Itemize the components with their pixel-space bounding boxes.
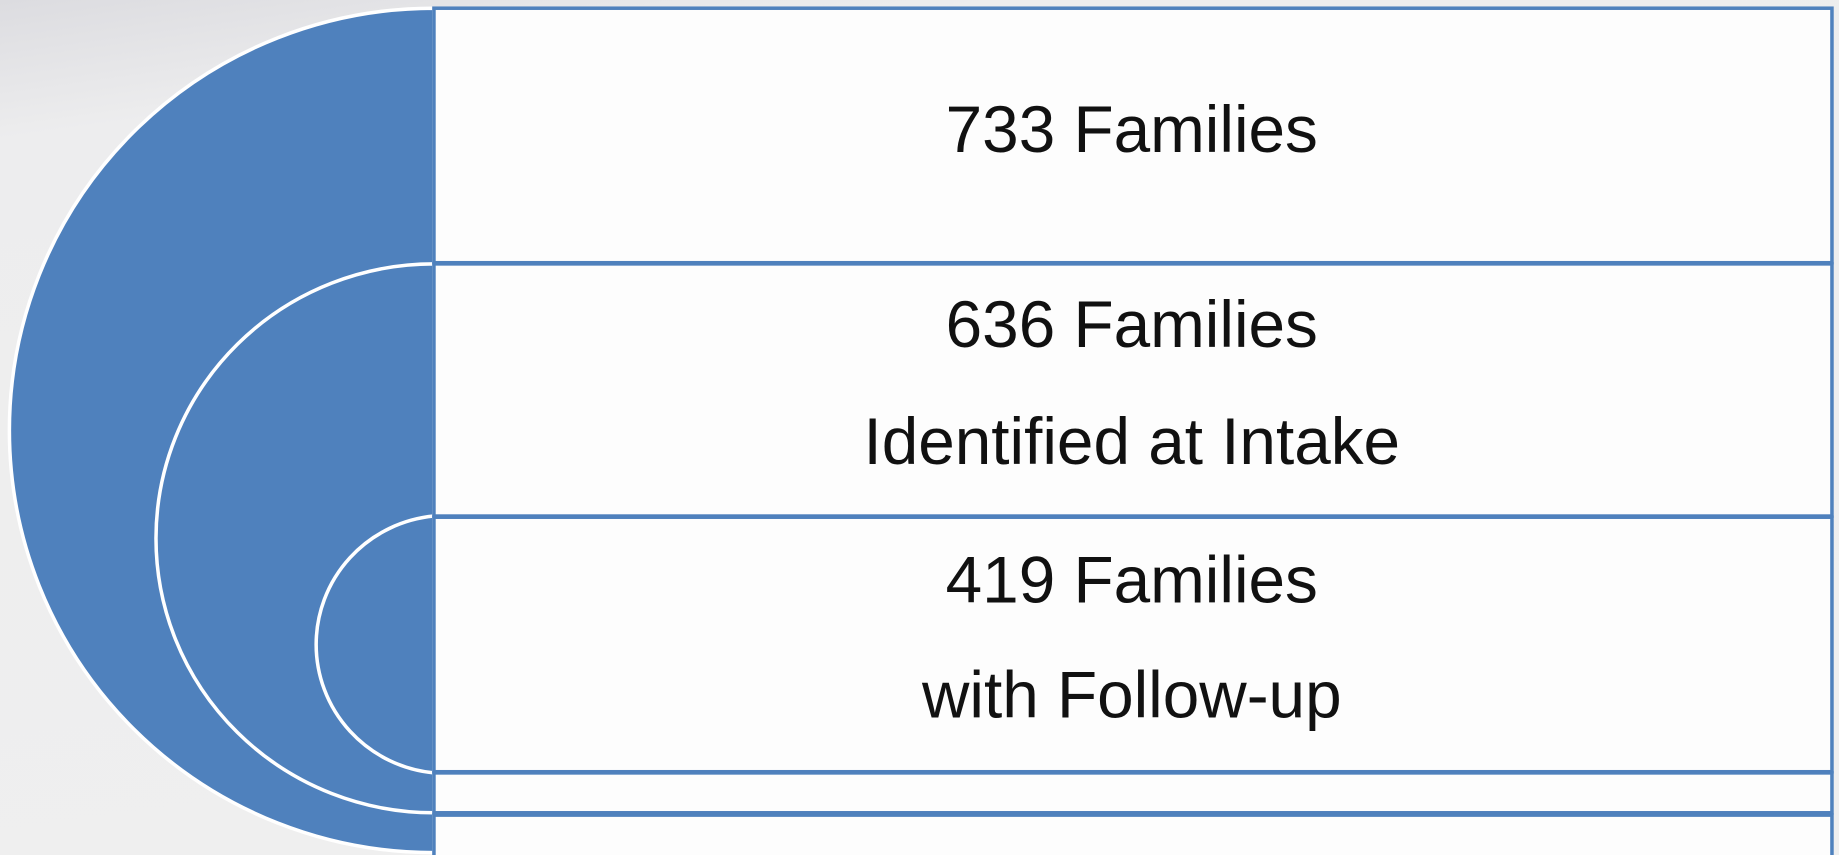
- node-text: 636 Families: [946, 288, 1318, 361]
- box: [432, 6, 1834, 265]
- box: [432, 813, 1834, 855]
- node-text: with Follow-up: [921, 659, 1342, 732]
- node-text: Identified at Intake: [863, 405, 1400, 478]
- inner-arc: [314, 514, 436, 775]
- node-text: 733 Families: [946, 93, 1318, 166]
- box: [432, 515, 1834, 774]
- node-text: 419 Families: [946, 544, 1318, 617]
- box: [432, 771, 1834, 815]
- box: [432, 262, 1834, 518]
